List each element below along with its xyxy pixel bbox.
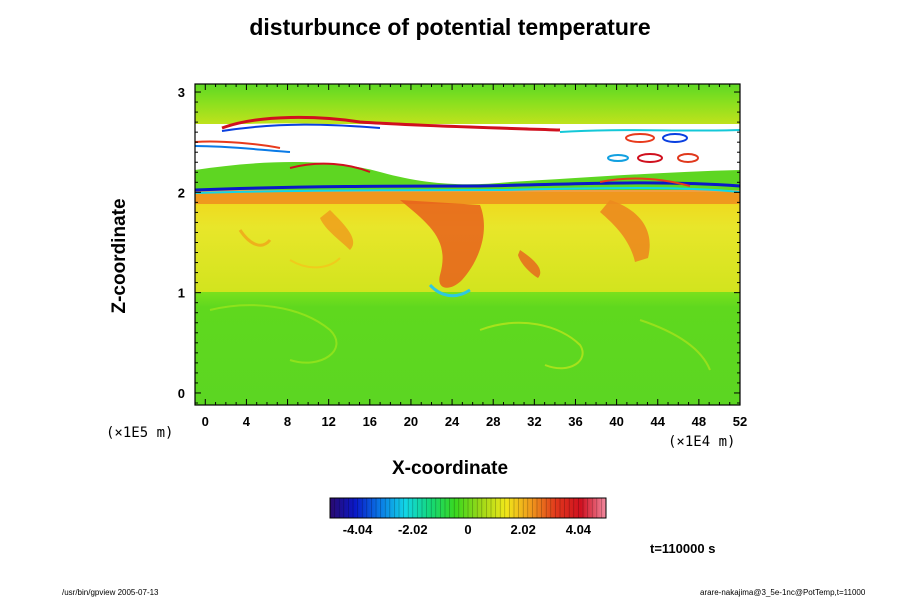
x-tick-label: 40 <box>609 414 623 429</box>
chart-title: disturbunce of potential temperature <box>249 14 651 40</box>
colorbar-tick-label: -2.02 <box>398 522 428 537</box>
plot-frame <box>194 83 741 406</box>
y-tick-label: 2 <box>178 185 185 200</box>
x-tick-label: 52 <box>733 414 747 429</box>
x-tick-label: 44 <box>651 414 666 429</box>
y-tick-label: 0 <box>178 386 185 401</box>
x-tick-label: 8 <box>284 414 291 429</box>
y-axis-title: Z-coordinate <box>109 198 130 314</box>
x-tick-label: 36 <box>568 414 582 429</box>
y-tick-label: 1 <box>178 286 185 301</box>
colorbar-tick-label: 2.02 <box>511 522 536 537</box>
x-axis-title: X-coordinate <box>391 458 509 479</box>
y-unit-label: (×1E5 m) <box>106 425 174 441</box>
x-tick-label: 12 <box>321 414 335 429</box>
time-annotation: t=110000 s <box>650 541 716 556</box>
y-tick-label: 3 <box>178 85 185 100</box>
x-tick-label: 32 <box>527 414 541 429</box>
x-tick-label: 48 <box>692 414 706 429</box>
x-tick-label: 4 <box>243 414 251 429</box>
x-tick-label: 28 <box>486 414 500 429</box>
x-tick-label: 0 <box>202 414 209 429</box>
heatmap-field <box>195 84 740 405</box>
colorbar: -4.04 -2.02 0 2.02 4.04 <box>329 497 607 537</box>
colorbar-tick-label: 0 <box>464 522 471 537</box>
colorbar-tick-label: -4.04 <box>343 522 373 537</box>
footer-command: /usr/bin/gpview 2005-07-13 <box>62 588 159 597</box>
footer-source: arare-nakajima@3_5e-1nc@PotTemp,t=11000 <box>700 588 866 597</box>
x-tick-label: 16 <box>363 414 377 429</box>
x-unit-label: (×1E4 m) <box>668 434 736 450</box>
x-tick-label: 24 <box>445 414 460 429</box>
x-tick-label: 20 <box>404 414 418 429</box>
colorbar-tick-label: 4.04 <box>566 522 592 537</box>
